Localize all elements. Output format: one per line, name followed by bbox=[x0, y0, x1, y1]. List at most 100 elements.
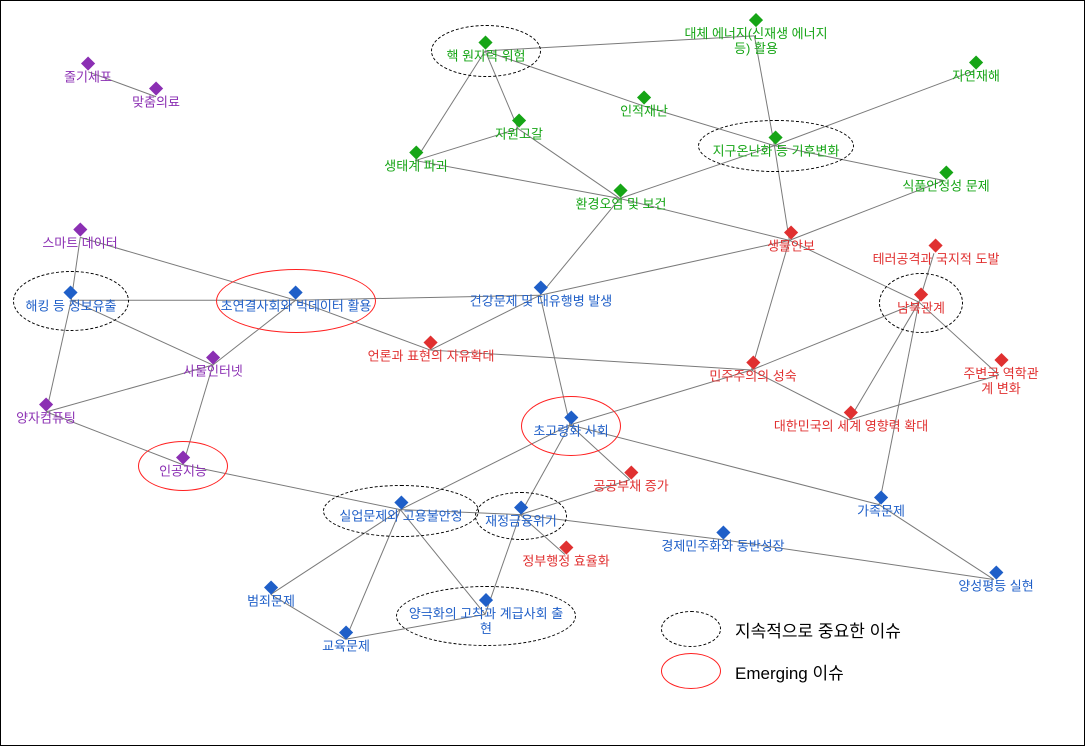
edge bbox=[271, 594, 346, 639]
diamond-marker bbox=[264, 580, 278, 594]
node-label: 공공부채 증가 bbox=[593, 480, 668, 495]
persistent-halo bbox=[698, 120, 854, 172]
edge bbox=[46, 365, 213, 412]
node-label: 건강문제 및 대유행병 발생 bbox=[470, 295, 612, 310]
node-foodsafe: 식품안정성 문제 bbox=[902, 168, 989, 195]
network-graph: 줄기세포맞춤의료스마트 데이터사물인터넷양자컴퓨팅인공지능핵 원자력 위험대체 … bbox=[0, 0, 1085, 746]
legend: 지속적으로 중요한 이슈 Emerging 이슈 bbox=[661, 611, 901, 695]
node-family: 가족문제 bbox=[857, 493, 905, 520]
node-goveff: 정부행정 효율화 bbox=[522, 543, 609, 570]
legend-text: Emerging 이슈 bbox=[735, 659, 844, 684]
node-smartdata: 스마트 데이터 bbox=[42, 225, 117, 252]
diamond-marker bbox=[149, 81, 163, 95]
diamond-marker bbox=[339, 625, 353, 639]
node-altenergy: 대체 에너지(신재생 에너지 등) 활용 bbox=[676, 15, 836, 57]
diamond-marker bbox=[409, 145, 423, 159]
node-label: 자연재해 bbox=[952, 70, 1000, 85]
persistent-halo bbox=[475, 492, 567, 540]
node-label: 맞춤의료 bbox=[132, 96, 180, 111]
edge bbox=[415, 161, 619, 199]
diamond-marker bbox=[994, 353, 1008, 367]
node-label: 교육문제 bbox=[322, 640, 370, 655]
diamond-marker bbox=[969, 55, 983, 69]
diamond-marker bbox=[784, 225, 798, 239]
diamond-marker bbox=[559, 540, 573, 554]
node-label: 가족문제 bbox=[857, 505, 905, 520]
node-label: 스마트 데이터 bbox=[42, 237, 117, 252]
diamond-marker bbox=[749, 13, 763, 27]
edge bbox=[540, 198, 620, 295]
node-label: 줄기세포 bbox=[64, 71, 112, 86]
node-label: 생물안보 bbox=[767, 240, 815, 255]
node-press: 언론과 표현의 자유확대 bbox=[368, 338, 495, 365]
persistent-halo bbox=[431, 25, 541, 77]
edge bbox=[722, 540, 994, 580]
node-iot: 사물인터넷 bbox=[183, 353, 243, 380]
diamond-marker bbox=[929, 238, 943, 252]
diamond-marker bbox=[424, 335, 438, 349]
node-label: 대한민국의 세계 영향력 확대 bbox=[774, 420, 928, 435]
node-label: 언론과 표현의 자유확대 bbox=[368, 350, 495, 365]
node-biosec: 생물안보 bbox=[767, 228, 815, 255]
diamond-marker bbox=[614, 183, 628, 197]
node-ecodest: 생태계 파괴 bbox=[384, 148, 447, 175]
emerging-halo bbox=[521, 396, 621, 456]
node-custommed: 맞춤의료 bbox=[132, 84, 180, 111]
edge bbox=[879, 505, 994, 580]
node-label: 범죄문제 bbox=[247, 595, 295, 610]
diamond-marker bbox=[637, 90, 651, 104]
persistent-halo bbox=[396, 586, 576, 646]
emerging-halo bbox=[138, 441, 228, 491]
node-label: 자원고갈 bbox=[495, 128, 543, 143]
diamond-marker bbox=[716, 525, 730, 539]
node-label: 양자컴퓨팅 bbox=[16, 412, 76, 427]
node-econdemo: 경제민주화와 동반성장 bbox=[661, 528, 784, 555]
legend-row: 지속적으로 중요한 이슈 bbox=[661, 611, 901, 647]
node-envhealth: 환경오염 및 보건 bbox=[576, 186, 667, 213]
diamond-marker bbox=[874, 490, 888, 504]
edge bbox=[518, 129, 620, 199]
diamond-marker bbox=[39, 397, 53, 411]
node-neighbor: 주변국 역학관계 변화 bbox=[960, 355, 1043, 397]
persistent-halo bbox=[13, 271, 129, 331]
edge bbox=[88, 72, 156, 97]
node-resdep: 자원고갈 bbox=[495, 116, 543, 143]
edge bbox=[430, 350, 751, 370]
diamond-marker bbox=[939, 165, 953, 179]
diamond-marker bbox=[206, 350, 220, 364]
node-crime: 범죄문제 bbox=[247, 583, 295, 610]
node-label: 경제민주화와 동반성장 bbox=[661, 540, 784, 555]
edge bbox=[540, 240, 789, 295]
node-label: 사물인터넷 bbox=[183, 365, 243, 380]
diamond-marker bbox=[73, 222, 87, 236]
node-rokworld: 대한민국의 세계 영향력 확대 bbox=[774, 408, 928, 435]
node-edu: 교육문제 bbox=[322, 628, 370, 655]
node-label: 대체 에너지(신재생 에너지 등) 활용 bbox=[676, 27, 836, 57]
diamond-marker bbox=[989, 565, 1003, 579]
diamond-marker bbox=[624, 465, 638, 479]
edge bbox=[789, 181, 944, 241]
diamond-marker bbox=[746, 355, 760, 369]
node-democracy: 민주주의의 성숙 bbox=[709, 358, 796, 385]
edge bbox=[620, 198, 790, 240]
legend-text: 지속적으로 중요한 이슈 bbox=[735, 617, 901, 642]
node-stemcell: 줄기세포 bbox=[64, 59, 112, 86]
edge bbox=[751, 240, 789, 370]
node-label: 민주주의의 성숙 bbox=[709, 370, 796, 385]
legend-persistent-icon bbox=[661, 611, 721, 647]
node-gender: 양성평등 실현 bbox=[958, 568, 1033, 595]
edge bbox=[751, 370, 849, 420]
node-label: 주변국 역학관계 변화 bbox=[960, 367, 1043, 397]
legend-emerging-icon bbox=[661, 653, 721, 689]
diamond-marker bbox=[81, 56, 95, 70]
node-label: 인적재난 bbox=[620, 105, 668, 120]
edge bbox=[849, 375, 999, 420]
node-health: 건강문제 및 대유행병 발생 bbox=[470, 283, 612, 310]
node-natdis: 자연재해 bbox=[952, 58, 1000, 85]
node-label: 환경오염 및 보건 bbox=[576, 198, 667, 213]
diamond-marker bbox=[512, 113, 526, 127]
node-label: 양성평등 실현 bbox=[958, 580, 1033, 595]
edge bbox=[415, 129, 518, 161]
diamond-marker bbox=[844, 405, 858, 419]
node-pubdebt: 공공부채 증가 bbox=[593, 468, 668, 495]
